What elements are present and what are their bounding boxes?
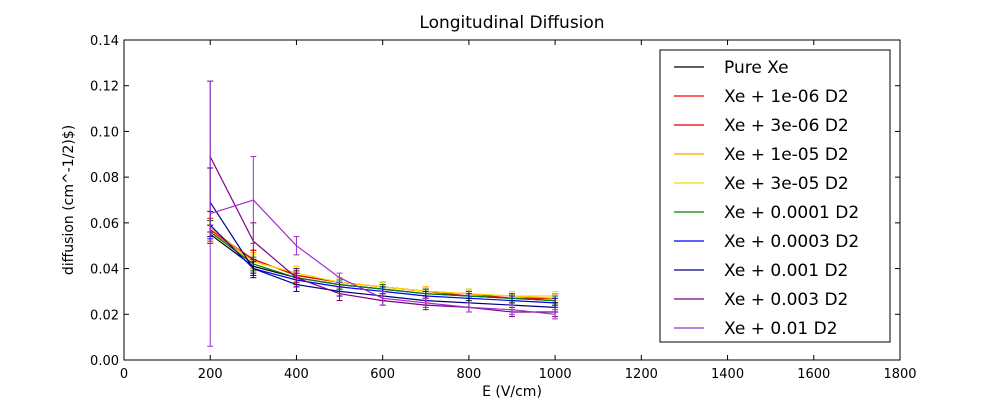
x-tick-label: 0 <box>120 367 128 382</box>
x-tick-label: 200 <box>198 367 223 382</box>
x-tick-label: 1200 <box>625 367 658 382</box>
legend-label: Xe + 0.001 D2 <box>724 261 848 281</box>
x-tick-label: 600 <box>370 367 395 382</box>
error-bar <box>207 80 214 347</box>
error-bar <box>509 304 515 315</box>
x-tick-label: 1600 <box>797 367 830 382</box>
error-bar <box>379 290 386 306</box>
error-bar <box>293 236 300 256</box>
legend-label: Xe + 0.0001 D2 <box>724 203 859 223</box>
error-bar <box>250 156 257 244</box>
legend-label: Xe + 0.0003 D2 <box>724 232 859 252</box>
error-bar <box>336 272 343 283</box>
legend: Pure Xe Xe + 1e-06 D2 Xe + 3e-06 D2 Xe + 1e… <box>659 49 891 343</box>
plot-frame <box>123 39 901 361</box>
x-tick-label: 1800 <box>883 367 916 382</box>
legend-label: Xe + 0.003 D2 <box>724 290 848 310</box>
y-tick-label: 0.12 <box>90 80 119 95</box>
x-tick-label: 800 <box>456 367 481 382</box>
x-tick-label: 1000 <box>539 367 572 382</box>
legend-label: Xe + 1e-05 D2 <box>724 145 849 165</box>
y-tick-label: 0.10 <box>90 125 119 140</box>
error-bar <box>552 309 559 320</box>
legend-label: Pure Xe <box>724 58 789 78</box>
x-tick-label: 1400 <box>711 367 744 382</box>
y-tick-label: 0.00 <box>90 354 119 369</box>
y-tick-label: 0.02 <box>90 308 119 323</box>
error-bar <box>422 297 429 308</box>
legend-label: Xe + 0.01 D2 <box>724 319 838 339</box>
series-layer <box>207 80 559 347</box>
legend-box <box>659 49 891 343</box>
chart-title: Longitudinal Diffusion <box>419 13 604 33</box>
error-bar <box>465 302 472 313</box>
legend-label: Xe + 3e-05 D2 <box>724 174 849 194</box>
y-axis-label: diffusion (cm^-1/2)$) <box>61 125 77 275</box>
y-tick-label: 0.08 <box>90 171 119 186</box>
x-tick-label: 400 <box>284 367 309 382</box>
y-tick-label: 0.04 <box>90 263 119 278</box>
legend-label: Xe + 3e-06 D2 <box>724 116 849 136</box>
y-tick-label: 0.06 <box>90 217 119 232</box>
error-bar <box>336 286 343 302</box>
series-10 <box>207 80 559 347</box>
x-axis-label: E (V/cm) <box>482 384 542 400</box>
legend-label: Xe + 1e-06 D2 <box>724 87 849 107</box>
axes-layer: 0 200 400 600 800 1000 1200 1400 1600 1800 0.00 0.0… <box>90 34 917 382</box>
error-bar <box>293 268 300 288</box>
y-tick-label: 0.14 <box>90 34 119 49</box>
